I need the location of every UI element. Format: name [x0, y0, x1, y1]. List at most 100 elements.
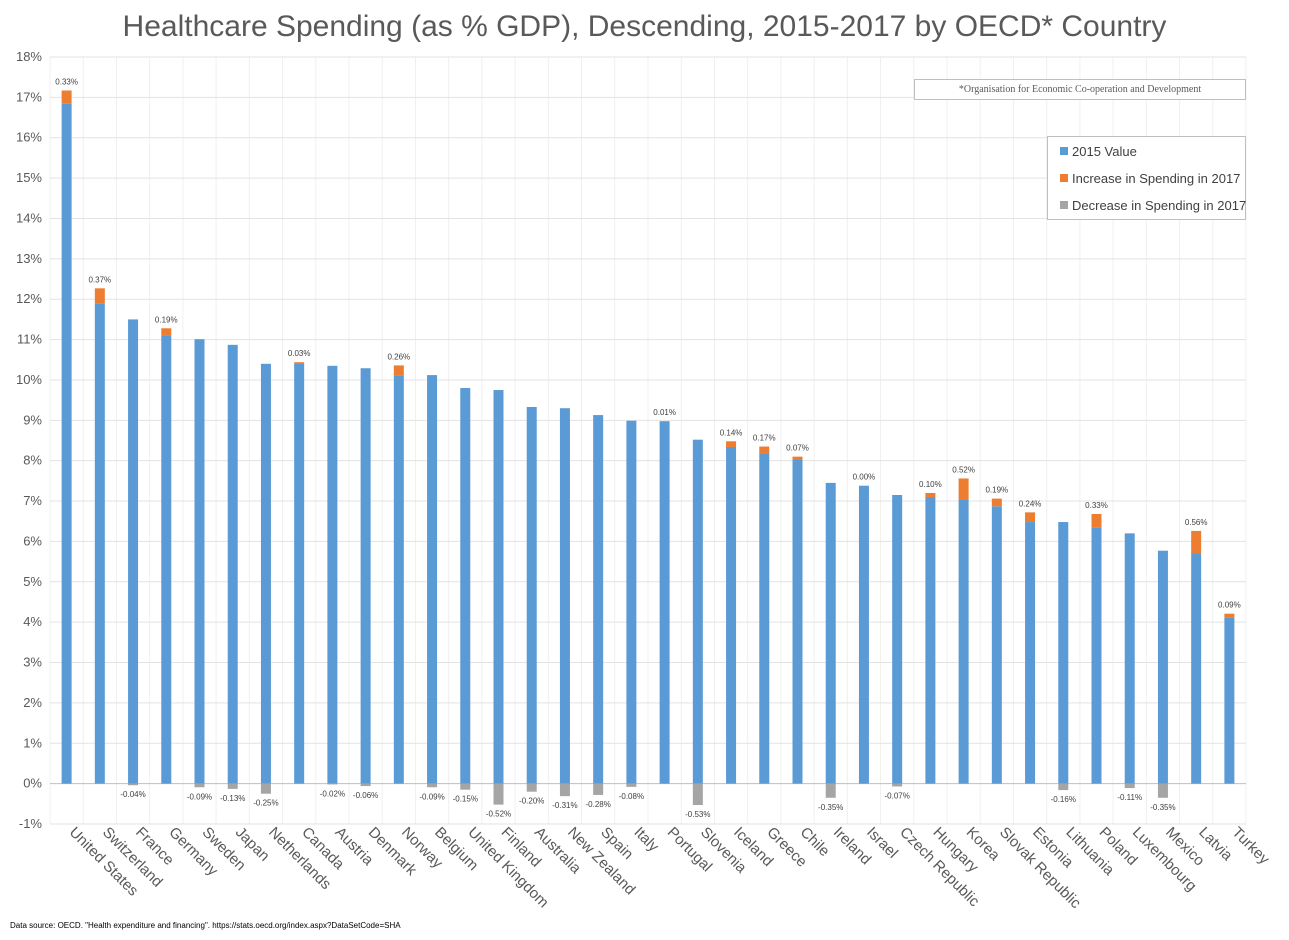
bar-increase-2017	[393, 365, 404, 376]
bar-decrease-2017	[360, 783, 371, 787]
bar-increase-2017	[726, 441, 737, 447]
footnote-box: *Organisation for Economic Co-operation …	[914, 79, 1246, 100]
bar-increase-2017	[94, 288, 105, 304]
bar-2015-value	[1191, 553, 1202, 784]
bar-2015-value	[260, 363, 271, 784]
bar-increase-2017	[61, 90, 72, 104]
bar-decrease-2017	[260, 783, 271, 794]
bar-2015-value	[892, 494, 903, 784]
bar-decrease-2017	[1124, 783, 1135, 789]
data-label: 0.07%	[786, 444, 809, 453]
bar-2015-value	[759, 453, 770, 784]
data-label: -0.04%	[120, 790, 145, 799]
y-tick-label: 15%	[16, 170, 42, 185]
legend: 2015 Value Increase in Spending in 2017 …	[1047, 136, 1246, 220]
bar-2015-value	[360, 368, 371, 784]
bar-increase-2017	[294, 362, 305, 364]
bar-2015-value	[327, 365, 338, 784]
y-tick-label: 2%	[23, 695, 42, 710]
bar-2015-value	[593, 415, 604, 784]
bar-2015-value	[1224, 617, 1235, 784]
data-label: -0.53%	[685, 810, 710, 819]
bar-decrease-2017	[1157, 783, 1168, 798]
y-tick-label: 4%	[23, 614, 42, 629]
legend-label-decrease: Decrease in Spending in 2017	[1072, 198, 1247, 213]
data-label: 0.00%	[853, 473, 876, 482]
bar-decrease-2017	[128, 783, 139, 786]
bar-increase-2017	[792, 456, 803, 460]
bar-2015-value	[294, 363, 305, 784]
y-tick-label: 5%	[23, 574, 42, 589]
bar-increase-2017	[1091, 513, 1102, 528]
bar-2015-value	[427, 375, 438, 784]
data-source-note: Data source: OECD. "Health expenditure a…	[10, 921, 401, 930]
bar-2015-value	[61, 103, 72, 784]
bar-2015-value	[726, 446, 737, 784]
data-label: -0.09%	[187, 792, 212, 801]
data-label: 0.33%	[55, 78, 78, 87]
bar-increase-2017	[161, 328, 172, 336]
bar-decrease-2017	[194, 783, 205, 788]
data-label: 0.24%	[1019, 499, 1042, 508]
data-label: 0.10%	[919, 480, 942, 489]
bar-2015-value	[194, 339, 205, 784]
data-label: 0.37%	[88, 275, 111, 284]
bar-decrease-2017	[526, 783, 537, 792]
data-label: 0.19%	[985, 486, 1008, 495]
bar-decrease-2017	[626, 783, 637, 787]
y-tick-label: 12%	[16, 291, 42, 306]
bar-2015-value	[1157, 550, 1168, 784]
bar-2015-value	[1091, 527, 1102, 784]
data-label: -0.02%	[320, 789, 345, 798]
y-tick-label: 14%	[16, 210, 42, 225]
bar-2015-value	[825, 482, 836, 784]
bar-decrease-2017	[327, 783, 338, 785]
bar-increase-2017	[991, 498, 1002, 507]
bar-increase-2017	[1025, 512, 1036, 523]
bar-increase-2017	[925, 492, 936, 498]
bar-decrease-2017	[460, 783, 471, 790]
y-tick-label: 7%	[23, 493, 42, 508]
bar-2015-value	[526, 406, 537, 784]
bar-2015-value	[460, 388, 471, 784]
data-label: -0.08%	[619, 792, 644, 801]
data-label: 0.56%	[1185, 518, 1208, 527]
legend-label-increase: Increase in Spending in 2017	[1072, 171, 1241, 186]
bar-decrease-2017	[427, 783, 438, 788]
bar-2015-value	[659, 421, 670, 784]
y-tick-label: 9%	[23, 412, 42, 427]
bar-2015-value	[1124, 533, 1135, 784]
legend-label-2015: 2015 Value	[1072, 144, 1137, 159]
y-tick-label: 3%	[23, 655, 42, 670]
bar-decrease-2017	[825, 783, 836, 798]
bar-2015-value	[94, 303, 105, 784]
data-label: 0.03%	[288, 349, 311, 358]
bar-increase-2017	[958, 478, 969, 500]
category-label: Turkey	[1229, 824, 1273, 868]
legend-item-2015: 2015 Value	[1060, 144, 1137, 159]
bar-2015-value	[991, 506, 1002, 784]
data-label: -0.09%	[419, 792, 444, 801]
data-label: -0.35%	[818, 803, 843, 812]
bar-increase-2017	[1224, 613, 1235, 618]
y-tick-label: 13%	[16, 251, 42, 266]
bar-increase-2017	[759, 446, 770, 454]
bar-decrease-2017	[892, 783, 903, 787]
data-label: 0.19%	[155, 315, 178, 324]
data-label: -0.06%	[353, 791, 378, 800]
bar-2015-value	[493, 390, 504, 784]
bar-2015-value	[925, 497, 936, 784]
bar-2015-value	[792, 459, 803, 784]
data-label: 0.52%	[952, 465, 975, 474]
data-label: -0.15%	[453, 795, 478, 804]
data-label: 0.17%	[753, 434, 776, 443]
data-label: 0.33%	[1085, 501, 1108, 510]
y-tick-label: 11%	[17, 332, 42, 347]
bar-decrease-2017	[493, 783, 504, 805]
data-label: -0.16%	[1051, 795, 1076, 804]
y-tick-label: 1%	[23, 735, 42, 750]
bar-2015-value	[958, 499, 969, 784]
chart-title: Healthcare Spending (as % GDP), Descendi…	[122, 10, 1167, 43]
bar-increase-2017	[1191, 530, 1202, 554]
y-tick-label: 6%	[23, 533, 42, 548]
